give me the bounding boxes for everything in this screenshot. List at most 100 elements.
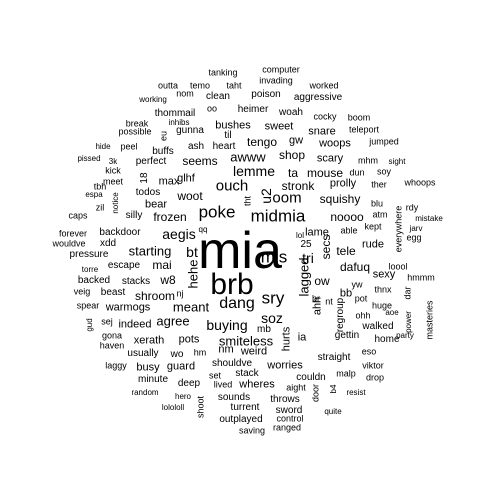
word-lemme: lemme: [232, 163, 276, 179]
word-caps: caps: [68, 210, 88, 221]
word-lived: lived: [213, 379, 233, 390]
word-glhf: glhf: [177, 172, 195, 185]
word-oom: oom: [272, 189, 302, 207]
word-kick: kick: [105, 165, 121, 176]
word-viktor: viktor: [362, 360, 384, 371]
word-wo: wo: [170, 349, 184, 360]
word-thommail: thommail: [154, 108, 196, 119]
word-pressure: pressure: [69, 249, 109, 260]
word-midmia: midmia: [250, 206, 306, 226]
word-hide: hide: [95, 142, 111, 151]
word-haven: haven: [99, 340, 125, 351]
word-ouch: ouch: [215, 177, 249, 195]
word-teleport: teleport: [348, 124, 380, 135]
word-torre: torre: [81, 265, 99, 274]
word-laggy: laggy: [105, 360, 127, 371]
word-3k: 3k: [108, 157, 118, 166]
word-ohh: ohh: [355, 310, 371, 321]
word-yw: yw: [351, 279, 363, 290]
word-meet: meet: [102, 176, 124, 187]
word-woah: woah: [279, 107, 303, 118]
word-snare: snare: [308, 125, 336, 138]
word-party: party: [396, 331, 414, 340]
word-smiteless: smiteless: [218, 333, 274, 349]
word-worked: worked: [309, 80, 339, 91]
word-deep: deep: [177, 378, 201, 389]
word-shop: shop: [278, 148, 306, 162]
word-lol: lol: [295, 231, 305, 240]
word-til: til: [224, 130, 232, 141]
word-bear: bear: [144, 198, 168, 211]
word-wheres: wheres: [239, 378, 275, 391]
word-shoot: shoot: [195, 395, 206, 419]
word-mia: mia: [198, 222, 282, 280]
word-quite: quite: [324, 407, 342, 416]
word-beast: beast: [100, 287, 126, 298]
word-awww: awww: [230, 149, 266, 165]
word-heimer: heimer: [237, 104, 269, 115]
word-bushes: bushes: [215, 119, 251, 132]
word-guard: guard: [166, 360, 196, 373]
word-egg: egg: [406, 232, 422, 243]
word-br: br: [311, 293, 321, 304]
word-sweet: sweet: [264, 120, 294, 133]
word-todos: todos: [135, 187, 161, 198]
word-scary: scary: [316, 152, 344, 165]
word-bt: bt: [186, 244, 198, 260]
word-temo: temo: [189, 80, 211, 91]
word-silly: silly: [125, 210, 143, 221]
word-able: able: [340, 225, 358, 236]
word-aegis: aegis: [162, 226, 196, 242]
word-usually: usually: [127, 348, 159, 359]
word-jarv: jarv: [409, 224, 423, 233]
word-door: door: [310, 383, 321, 403]
word-dang: dang: [219, 295, 255, 312]
word-straight: straight: [317, 352, 351, 363]
word-couldn: couldn: [296, 372, 326, 383]
word-atm: atm: [372, 209, 388, 220]
word-mb: mb: [257, 324, 271, 335]
word-hurts: hurts: [280, 326, 293, 352]
word-agree: agree: [156, 313, 190, 329]
word-eu: eu: [158, 130, 169, 142]
word-rdy: rdy: [405, 202, 419, 213]
word-perfect: perfect: [135, 156, 167, 167]
word-working: working: [139, 95, 167, 104]
word-seems: seems: [182, 154, 218, 168]
word-peel: peel: [120, 141, 138, 152]
word-minute: minute: [137, 374, 169, 385]
word-ia: ia: [297, 331, 307, 344]
word-clean: clean: [206, 91, 230, 102]
word-weird: weird: [240, 345, 268, 358]
word-lolololl: lolololl: [161, 403, 185, 412]
word-throws: throws: [270, 394, 300, 405]
word-espa: espa: [85, 190, 103, 199]
word-indeed: indeed: [118, 318, 152, 331]
word-saving: saving: [238, 425, 266, 436]
word-hmmm: hmmm: [407, 272, 435, 283]
word-mistake: mistake: [415, 214, 443, 223]
word-prolly: prolly: [329, 177, 357, 190]
word-lame: lame: [305, 226, 329, 239]
word-tanking: tanking: [208, 67, 238, 78]
word-ow: ow: [314, 274, 330, 288]
word-forever: forever: [58, 228, 88, 239]
word-spear: spear: [76, 300, 100, 311]
word-cocky: cocky: [313, 111, 337, 122]
word-masteries: masteries: [424, 300, 435, 340]
word-walked: walked: [362, 321, 394, 332]
word-computer: computer: [262, 64, 300, 75]
word-nm: nm: [218, 343, 234, 356]
word-tbh: tbh: [93, 181, 107, 192]
word-thnx: thnx: [374, 284, 392, 295]
word-sounds: sounds: [217, 392, 251, 403]
word-poke: poke: [198, 202, 236, 222]
word-mis: mis: [260, 247, 288, 267]
word-gettin: gettin: [334, 330, 360, 341]
word-control: control: [276, 413, 304, 424]
word-woot: woot: [177, 189, 203, 203]
word-max: max: [158, 175, 180, 188]
word-sry: sry: [261, 288, 285, 308]
word-xdd: xdd: [99, 238, 117, 249]
